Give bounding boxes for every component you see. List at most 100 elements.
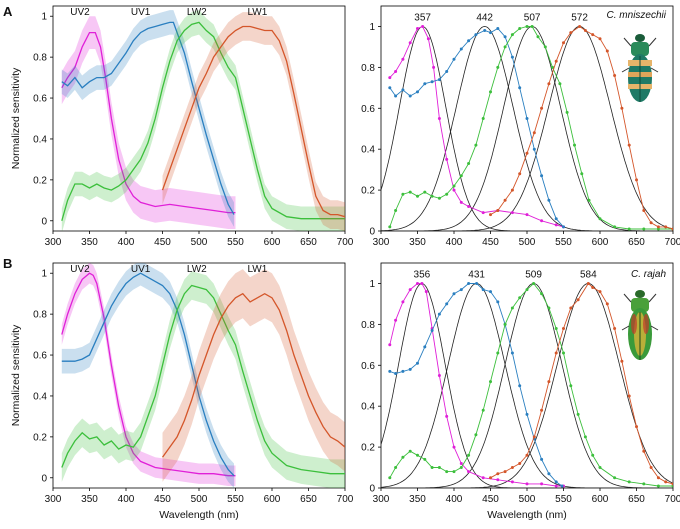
data-point-lw2 xyxy=(388,225,392,229)
receptor-label: UV1 xyxy=(131,7,151,18)
x-tick-label: 650 xyxy=(628,237,645,248)
x-tick-label: 650 xyxy=(628,494,645,505)
series-band-lw2 xyxy=(61,271,345,488)
data-point-lw1 xyxy=(496,472,500,476)
data-point-lw1 xyxy=(656,225,660,229)
data-point-lw2 xyxy=(587,198,591,202)
beetle-b-image xyxy=(621,290,659,360)
template-curve xyxy=(381,26,673,231)
x-tick-label: 300 xyxy=(373,494,390,505)
data-point-lw1 xyxy=(605,302,609,306)
peak-label: 509 xyxy=(525,269,542,280)
data-point-lw1 xyxy=(562,41,565,45)
data-point-lw2 xyxy=(489,90,492,94)
data-point-uv1 xyxy=(394,94,398,98)
data-point-lw2 xyxy=(565,110,569,114)
data-point-uv2 xyxy=(408,41,412,45)
data-point-uv2 xyxy=(424,290,428,294)
series-line-lw2 xyxy=(61,284,345,475)
data-point-lw1 xyxy=(649,466,653,469)
peak-label: 507 xyxy=(524,12,541,23)
template-curve xyxy=(381,283,673,488)
x-tick-label: 600 xyxy=(264,237,281,248)
series-band-uv1 xyxy=(61,10,234,227)
x-tick-label: 600 xyxy=(592,237,609,248)
data-point-lw2 xyxy=(543,45,547,49)
x-tick-label: 650 xyxy=(300,494,317,505)
peak-label: 572 xyxy=(571,12,588,23)
data-point-lw2 xyxy=(394,209,398,212)
data-point-uv2 xyxy=(496,478,500,482)
data-point-uv2 xyxy=(401,300,405,304)
y-tick-label: 0.2 xyxy=(33,432,47,443)
y-axis-title: Normalized sensitivity xyxy=(10,324,22,426)
data-point-lw1 xyxy=(613,74,617,77)
data-point-uv2 xyxy=(445,414,449,418)
data-point-uv2 xyxy=(416,27,419,30)
data-point-uv1 xyxy=(430,329,434,332)
y-tick-label: 0.2 xyxy=(361,186,375,197)
data-point-lw2 xyxy=(613,476,617,480)
data-point-lw2 xyxy=(554,327,558,330)
data-point-lw1 xyxy=(613,327,617,330)
y-tick-label: 1 xyxy=(41,269,47,280)
receptor-label: UV1 xyxy=(131,264,151,275)
data-point-uv1 xyxy=(489,290,492,294)
data-point-uv1 xyxy=(560,484,564,488)
data-point-lw1 xyxy=(591,286,595,289)
panel-letter-a: A xyxy=(3,4,13,19)
y-tick-label: 1 xyxy=(41,12,47,23)
data-point-uv2 xyxy=(554,484,558,488)
x-tick-label: 350 xyxy=(409,237,426,248)
data-point-lw1 xyxy=(642,209,646,212)
data-point-lw2 xyxy=(656,227,660,231)
data-point-uv1 xyxy=(467,39,471,43)
data-point-lw2 xyxy=(558,82,562,86)
data-point-lw2 xyxy=(459,174,463,178)
data-point-uv2 xyxy=(394,70,398,73)
y-tick-label: 0.4 xyxy=(361,145,375,156)
chart-a-right: 300 350 400 450 500 550 600 650 700 0 0.2 0.4 0.6 0.8… xyxy=(361,5,680,248)
data-point-uv1 xyxy=(532,147,536,151)
plot-area xyxy=(381,25,673,231)
data-point-lw1 xyxy=(656,476,660,480)
x-tick-label: 600 xyxy=(592,494,609,505)
data-point-lw2 xyxy=(467,162,471,165)
data-point-lw1 xyxy=(664,480,668,484)
data-point-lw2 xyxy=(474,433,478,437)
data-point-uv1 xyxy=(518,86,522,90)
data-point-uv2 xyxy=(416,282,419,285)
template-curve xyxy=(381,283,673,488)
data-point-lw2 xyxy=(510,306,514,310)
data-point-lw2 xyxy=(496,65,500,69)
x-tick-label: 550 xyxy=(227,494,244,505)
data-point-lw2 xyxy=(532,282,536,285)
data-point-uv1 xyxy=(554,480,558,484)
data-point-uv2 xyxy=(388,343,392,347)
data-point-uv1 xyxy=(510,55,514,59)
series-line-uv2 xyxy=(61,272,236,477)
series-line-lw1 xyxy=(490,282,673,485)
data-point-lw2 xyxy=(613,225,617,229)
data-point-uv1 xyxy=(401,369,405,373)
series-band-uv2 xyxy=(61,16,236,230)
data-point-uv1 xyxy=(518,384,522,388)
data-point-uv1 xyxy=(467,282,471,285)
data-point-lw1 xyxy=(503,198,507,202)
y-tick-label: 0.8 xyxy=(33,53,47,64)
data-point-lw2 xyxy=(416,453,419,457)
data-point-lw1 xyxy=(503,470,507,474)
data-point-lw2 xyxy=(452,470,456,474)
data-point-lw1 xyxy=(605,49,609,53)
data-point-lw1 xyxy=(591,33,595,37)
series-line-uv2 xyxy=(389,25,564,228)
data-point-uv1 xyxy=(503,35,507,39)
x-tick-label: 450 xyxy=(482,494,499,505)
data-point-lw1 xyxy=(671,227,673,231)
data-point-lw2 xyxy=(503,322,507,326)
y-tick-label: 0.8 xyxy=(33,310,47,321)
data-point-lw1 xyxy=(532,435,536,439)
peak-label: 584 xyxy=(580,269,597,280)
x-tick-label: 500 xyxy=(519,494,536,505)
